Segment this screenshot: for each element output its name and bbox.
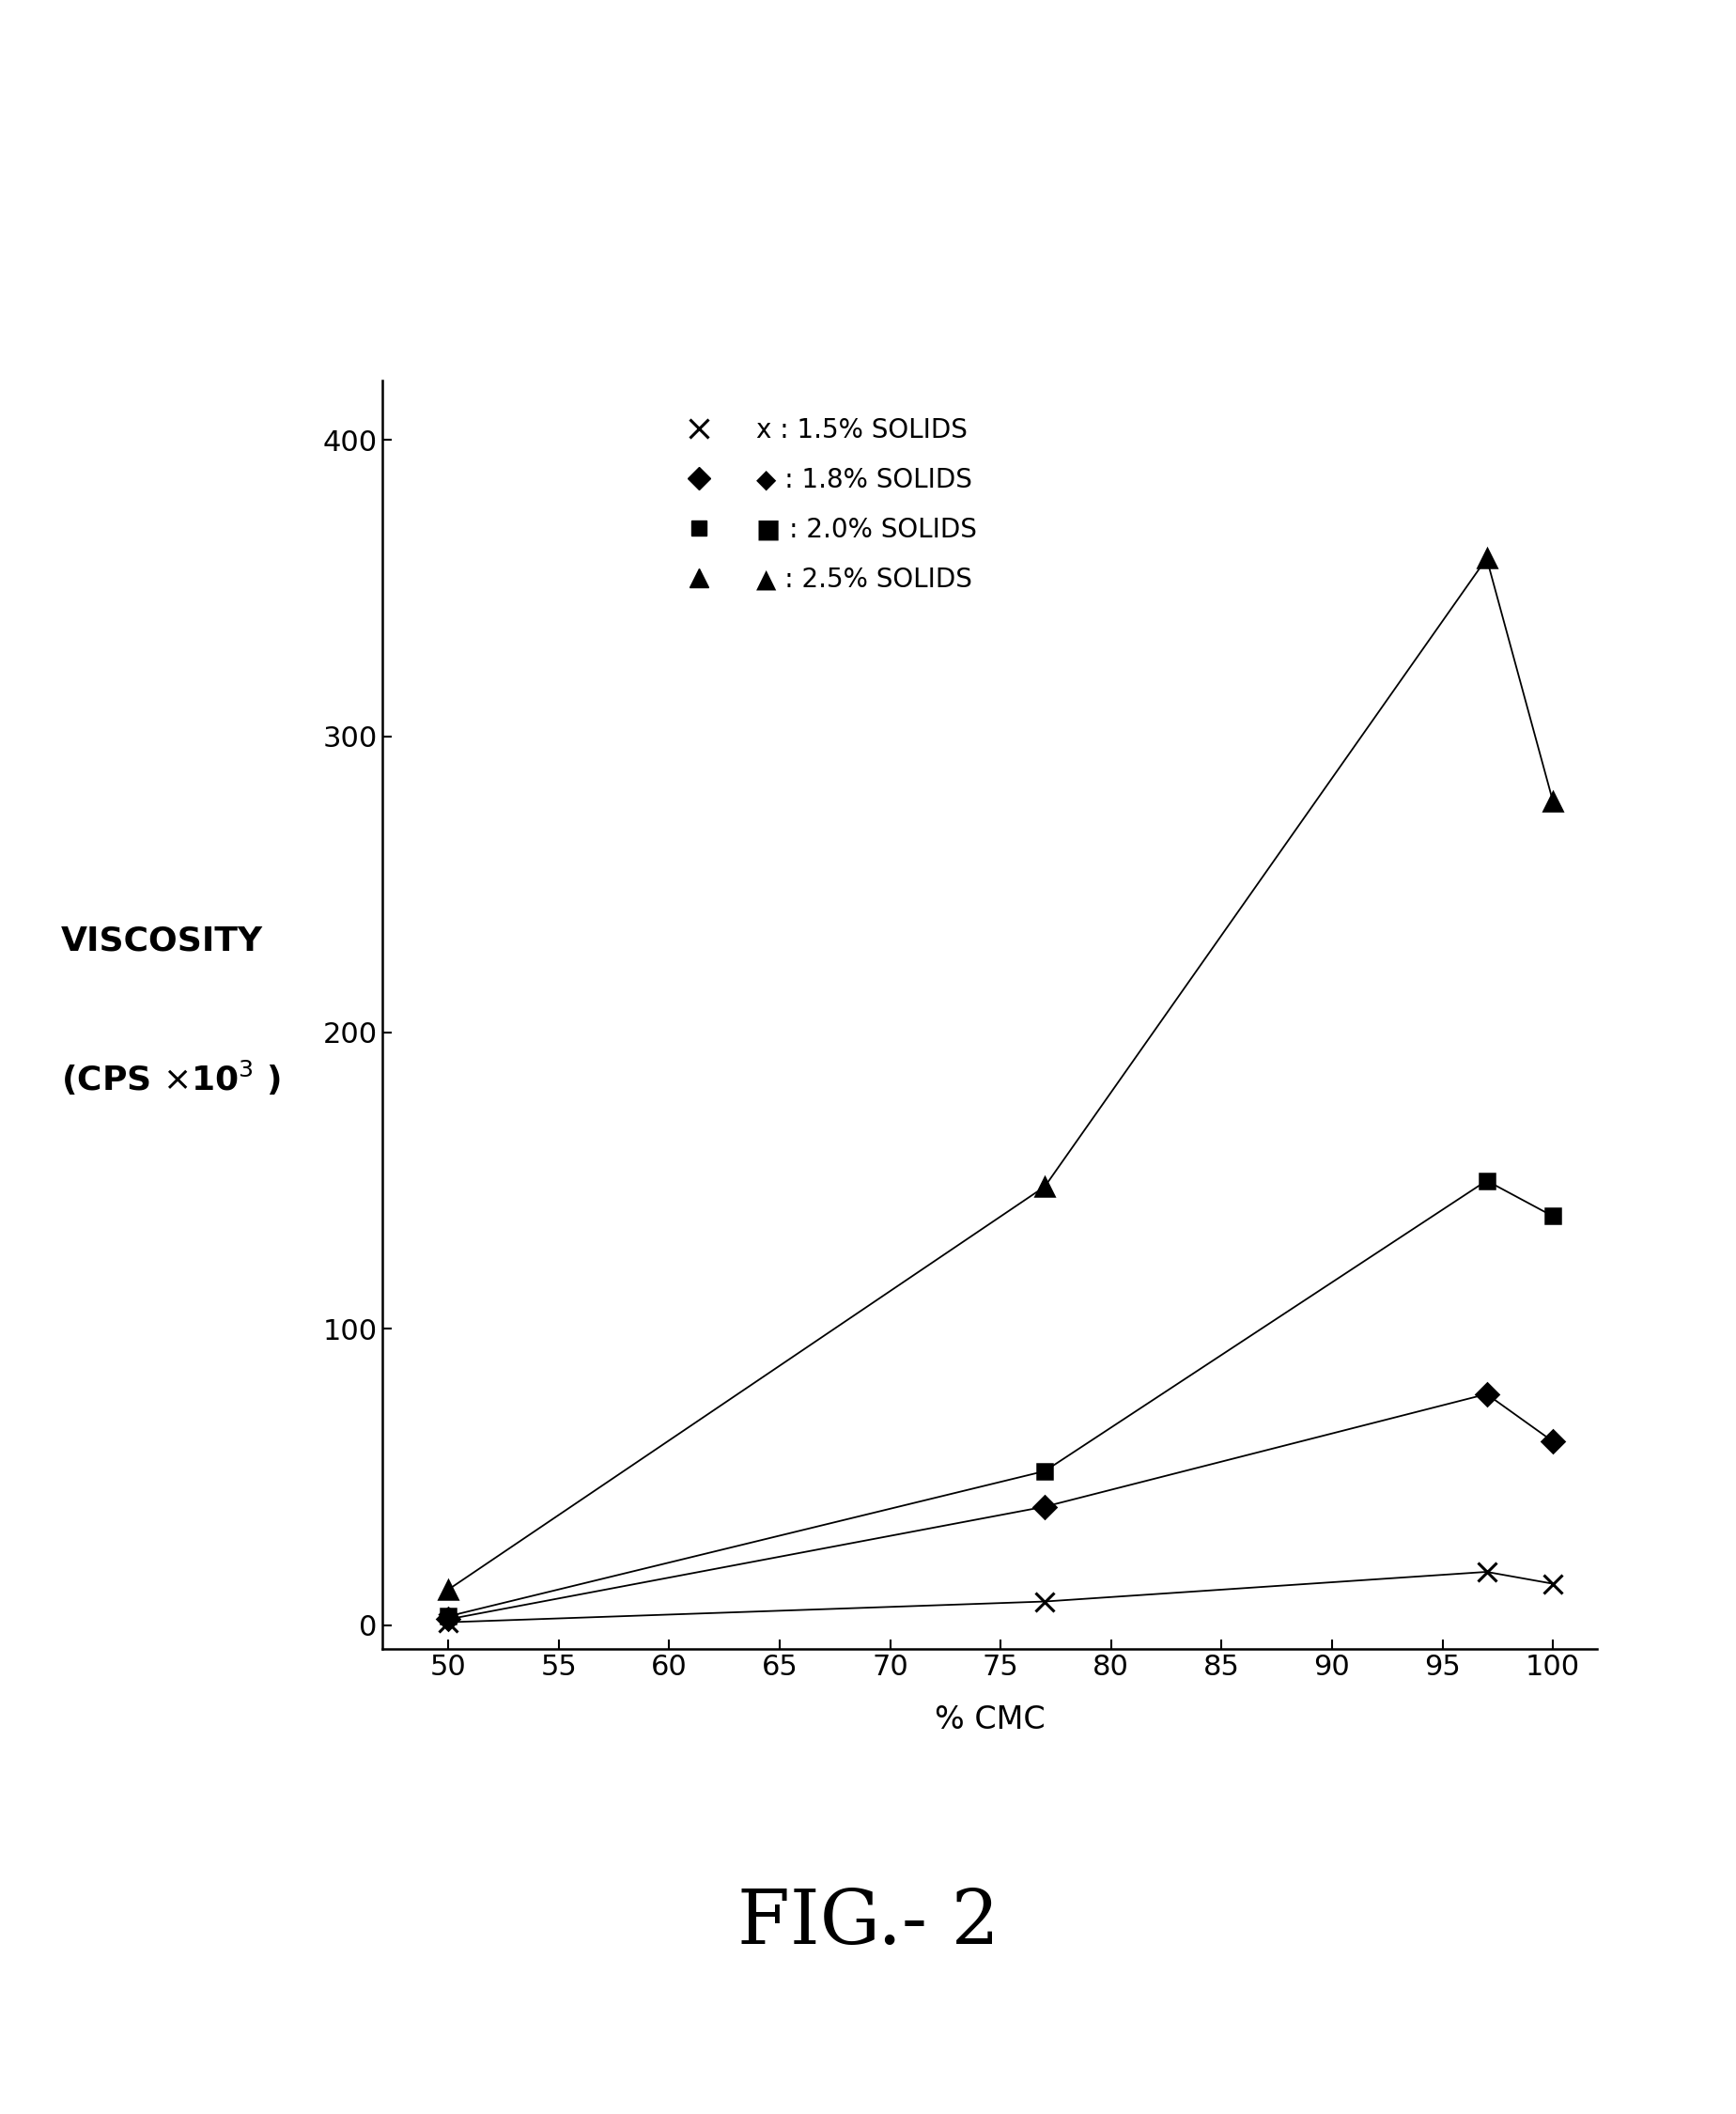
Text: VISCOSITY: VISCOSITY [61, 924, 262, 958]
Text: (CPS $\times$10$^3$ ): (CPS $\times$10$^3$ ) [61, 1059, 281, 1097]
Legend: x : 1.5% SOLIDS, ◆ : 1.8% SOLIDS, ■ : 2.0% SOLIDS, ▲ : 2.5% SOLIDS: x : 1.5% SOLIDS, ◆ : 1.8% SOLIDS, ■ : 2.… [663, 406, 988, 602]
X-axis label: % CMC: % CMC [934, 1704, 1045, 1736]
Text: FIG.- 2: FIG.- 2 [738, 1888, 998, 1960]
